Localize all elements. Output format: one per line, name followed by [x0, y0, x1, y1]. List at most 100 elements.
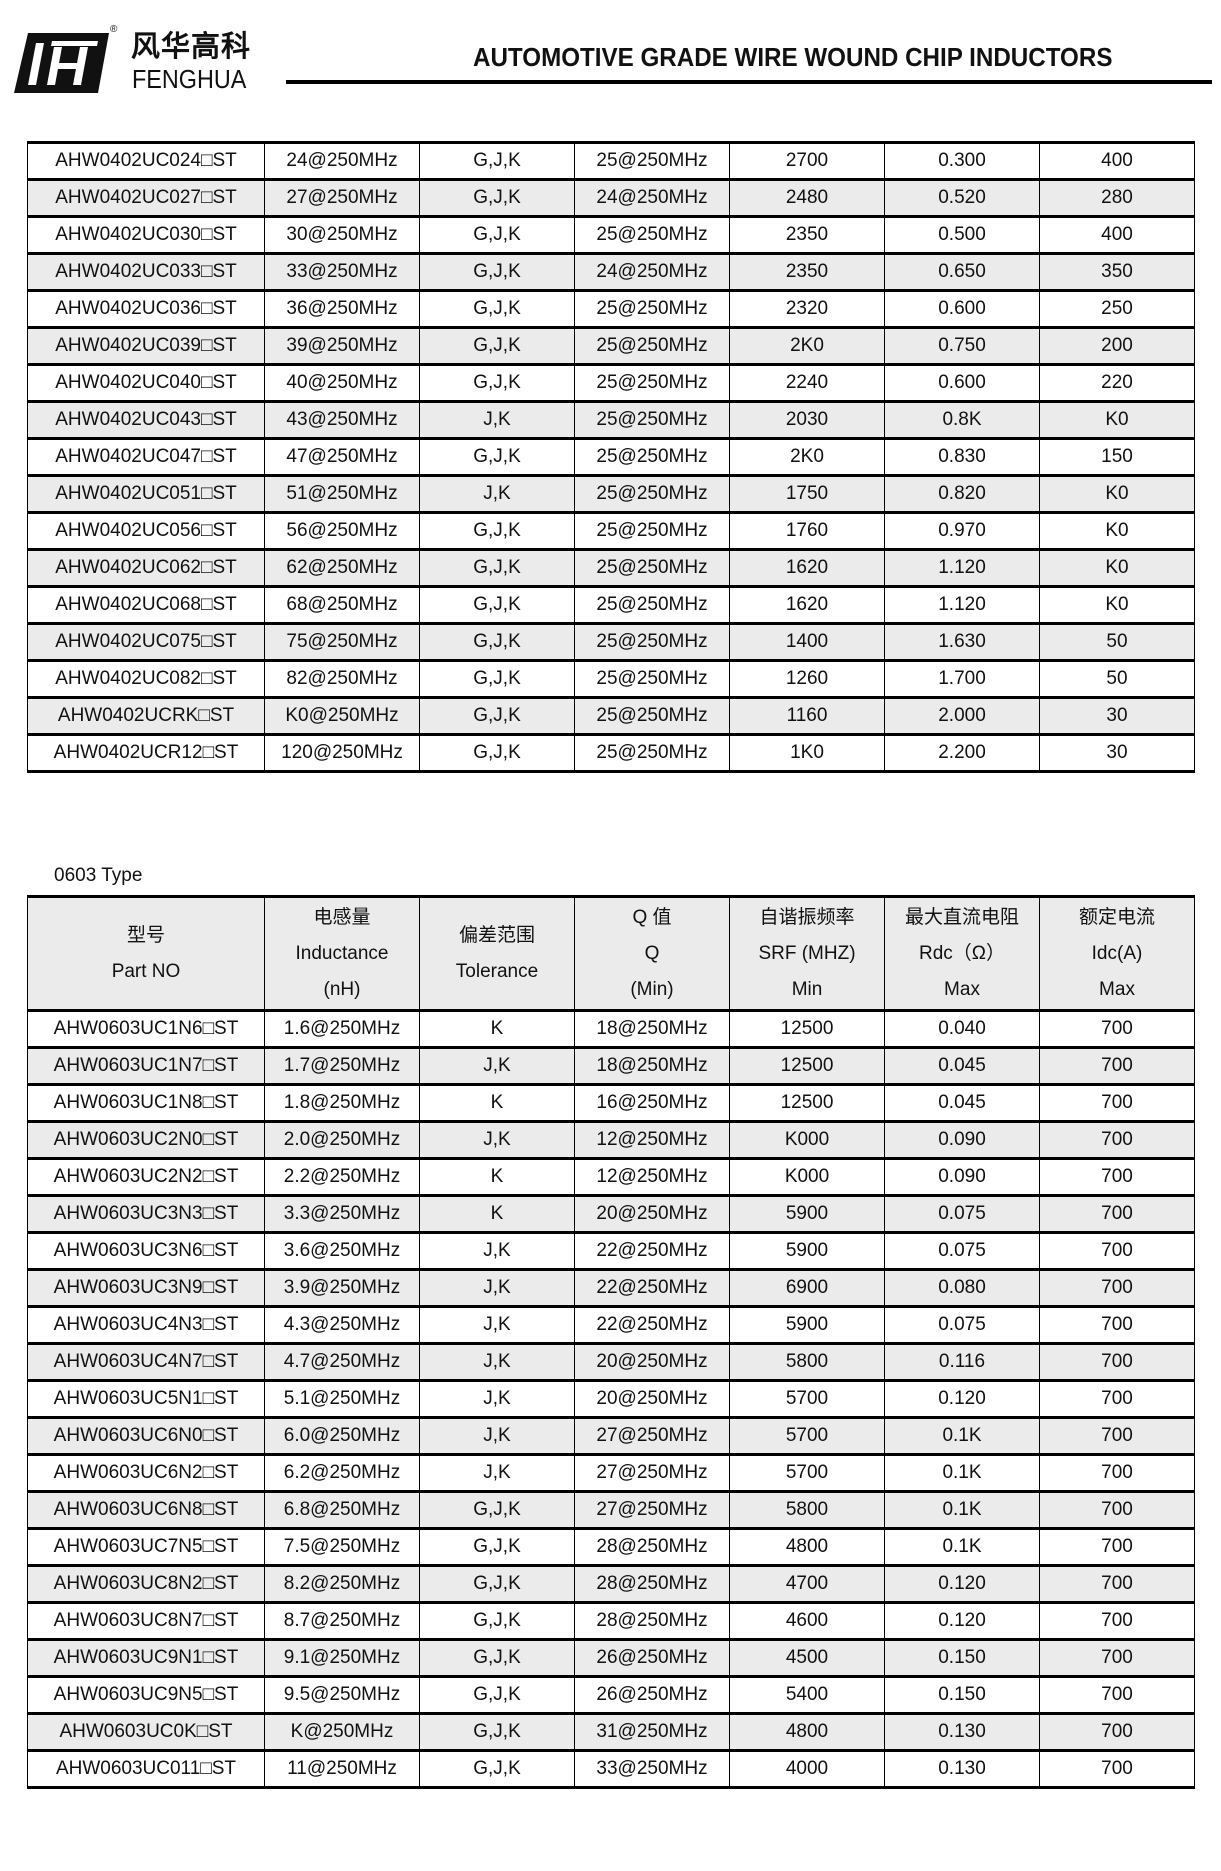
cell-srf: 1160 — [729, 696, 885, 736]
cell-q-min: 25@250MHz — [574, 659, 730, 699]
header-line: Tolerance — [455, 960, 539, 982]
header-line: Q — [644, 942, 660, 964]
cell-part-no: AHW0402UCR12□ST — [27, 733, 265, 773]
cell-rdc-max: 0.1K — [884, 1527, 1040, 1567]
cell-inductance: 40@250MHz — [264, 363, 420, 403]
cell-idc-max: 700 — [1039, 1564, 1195, 1604]
cell-rdc-max: 0.075 — [884, 1231, 1040, 1271]
cell-part-no: AHW0603UC0K□ST — [27, 1712, 265, 1752]
cell-part-no: AHW0603UC8N2□ST — [27, 1564, 265, 1604]
cell-idc-max: 700 — [1039, 1009, 1195, 1049]
cell-rdc-max: 0.830 — [884, 437, 1040, 477]
cell-idc-max: 400 — [1039, 215, 1195, 255]
cell-tolerance: G,J,K — [419, 585, 575, 625]
cell-q-min: 28@250MHz — [574, 1564, 730, 1604]
cell-tolerance: J,K — [419, 1342, 575, 1382]
table-row: AHW0603UC0K□ST K@250MHz G,J,K 31@250MHz 4800… — [27, 1712, 1195, 1752]
header-rule — [286, 80, 1212, 84]
header-line: Idc(A) — [1091, 942, 1143, 964]
cell-srf: 1760 — [729, 511, 885, 551]
brand-name-english: FENGHUA — [132, 64, 247, 94]
table-row: AHW0402UC036□ST 36@250MHz G,J,K 25@250MHz 23… — [27, 289, 1195, 329]
cell-inductance: 9.5@250MHz — [264, 1675, 420, 1715]
table-0603-series: 型号 Part NO 电感量 Inductance (nH) 偏差范围 Tolerance Q… — [27, 895, 1195, 1789]
cell-inductance: 36@250MHz — [264, 289, 420, 329]
cell-rdc-max: 1.630 — [884, 622, 1040, 662]
cell-part-no: AHW0603UC3N9□ST — [27, 1268, 265, 1308]
cell-srf: 1620 — [729, 548, 885, 588]
cell-rdc-max: 0.130 — [884, 1749, 1040, 1789]
table-row: AHW0402UC056□ST 56@250MHz G,J,K 25@250MHz 17… — [27, 511, 1195, 551]
cell-part-no: AHW0402UC068□ST — [27, 585, 265, 625]
cell-part-no: AHW0402UC027□ST — [27, 178, 265, 218]
cell-idc-max: 250 — [1039, 289, 1195, 329]
document-title: AUTOMOTIVE GRADE WIRE WOUND CHIP INDUCTO… — [473, 42, 1113, 72]
table-row: AHW0402UC082□ST 82@250MHz G,J,K 25@250MHz 12… — [27, 659, 1195, 699]
cell-inductance: 2.0@250MHz — [264, 1120, 420, 1160]
cell-idc-max: 50 — [1039, 659, 1195, 699]
cell-q-min: 22@250MHz — [574, 1231, 730, 1271]
table-row: AHW0402UC043□ST 43@250MHz J,K 25@250MHz 2030… — [27, 400, 1195, 440]
cell-inductance: 6.8@250MHz — [264, 1490, 420, 1530]
cell-part-no: AHW0603UC6N0□ST — [27, 1416, 265, 1456]
cell-tolerance: G,J,K — [419, 326, 575, 366]
cell-idc-max: K0 — [1039, 585, 1195, 625]
table-row: AHW0603UC4N3□ST 4.3@250MHz J,K 22@250MHz 590… — [27, 1305, 1195, 1345]
cell-idc-max: 30 — [1039, 696, 1195, 736]
table-row: AHW0603UC6N8□ST 6.8@250MHz G,J,K 27@250MHz 5… — [27, 1490, 1195, 1530]
cell-q-min: 12@250MHz — [574, 1157, 730, 1197]
cell-q-min: 26@250MHz — [574, 1675, 730, 1715]
cell-q-min: 25@250MHz — [574, 437, 730, 477]
cell-q-min: 18@250MHz — [574, 1009, 730, 1049]
cell-idc-max: 150 — [1039, 437, 1195, 477]
cell-idc-max: 700 — [1039, 1490, 1195, 1530]
cell-tolerance: J,K — [419, 1379, 575, 1419]
cell-tolerance: J,K — [419, 1268, 575, 1308]
table-row: AHW0603UC6N2□ST 6.2@250MHz J,K 27@250MHz 570… — [27, 1453, 1195, 1493]
cell-idc-max: 220 — [1039, 363, 1195, 403]
table-row: AHW0603UC8N2□ST 8.2@250MHz G,J,K 28@250MHz 4… — [27, 1564, 1195, 1604]
cell-q-min: 25@250MHz — [574, 215, 730, 255]
header-srf: 自谐振频率 SRF (MHZ) Min — [729, 895, 885, 1012]
cell-q-min: 24@250MHz — [574, 252, 730, 292]
cell-srf: 12500 — [729, 1083, 885, 1123]
table-row: AHW0402UC062□ST 62@250MHz G,J,K 25@250MHz 16… — [27, 548, 1195, 588]
cell-inductance: 2.2@250MHz — [264, 1157, 420, 1197]
cell-tolerance: G,J,K — [419, 141, 575, 181]
cell-q-min: 25@250MHz — [574, 696, 730, 736]
cell-tolerance: G,J,K — [419, 1749, 575, 1789]
cell-idc-max: K0 — [1039, 548, 1195, 588]
cell-rdc-max: 0.045 — [884, 1083, 1040, 1123]
cell-inductance: 43@250MHz — [264, 400, 420, 440]
header-line: 偏差范围 — [458, 924, 535, 946]
cell-inductance: 47@250MHz — [264, 437, 420, 477]
cell-idc-max: 700 — [1039, 1712, 1195, 1752]
cell-rdc-max: 0.120 — [884, 1564, 1040, 1604]
cell-rdc-max: 2.000 — [884, 696, 1040, 736]
cell-q-min: 27@250MHz — [574, 1490, 730, 1530]
cell-srf: 5400 — [729, 1675, 885, 1715]
cell-inductance: 1.8@250MHz — [264, 1083, 420, 1123]
cell-srf: 1K0 — [729, 733, 885, 773]
cell-part-no: AHW0603UC3N3□ST — [27, 1194, 265, 1234]
header-tolerance: 偏差范围 Tolerance — [419, 895, 575, 1012]
cell-rdc-max: 0.120 — [884, 1601, 1040, 1641]
cell-srf: 5900 — [729, 1305, 885, 1345]
cell-srf: 5800 — [729, 1490, 885, 1530]
cell-part-no: AHW0402UC036□ST — [27, 289, 265, 329]
cell-idc-max: 400 — [1039, 141, 1195, 181]
cell-srf: 2350 — [729, 252, 885, 292]
cell-srf: 5700 — [729, 1416, 885, 1456]
cell-inductance: 8.2@250MHz — [264, 1564, 420, 1604]
cell-srf: K000 — [729, 1157, 885, 1197]
header-line: Inductance — [295, 942, 389, 964]
cell-rdc-max: 0.500 — [884, 215, 1040, 255]
cell-q-min: 25@250MHz — [574, 141, 730, 181]
cell-idc-max: 700 — [1039, 1305, 1195, 1345]
cell-tolerance: G,J,K — [419, 696, 575, 736]
cell-rdc-max: 1.120 — [884, 585, 1040, 625]
cell-tolerance: J,K — [419, 400, 575, 440]
header-line: Rdc（Ω） — [919, 942, 1005, 964]
cell-tolerance: G,J,K — [419, 1527, 575, 1567]
cell-rdc-max: 0.130 — [884, 1712, 1040, 1752]
